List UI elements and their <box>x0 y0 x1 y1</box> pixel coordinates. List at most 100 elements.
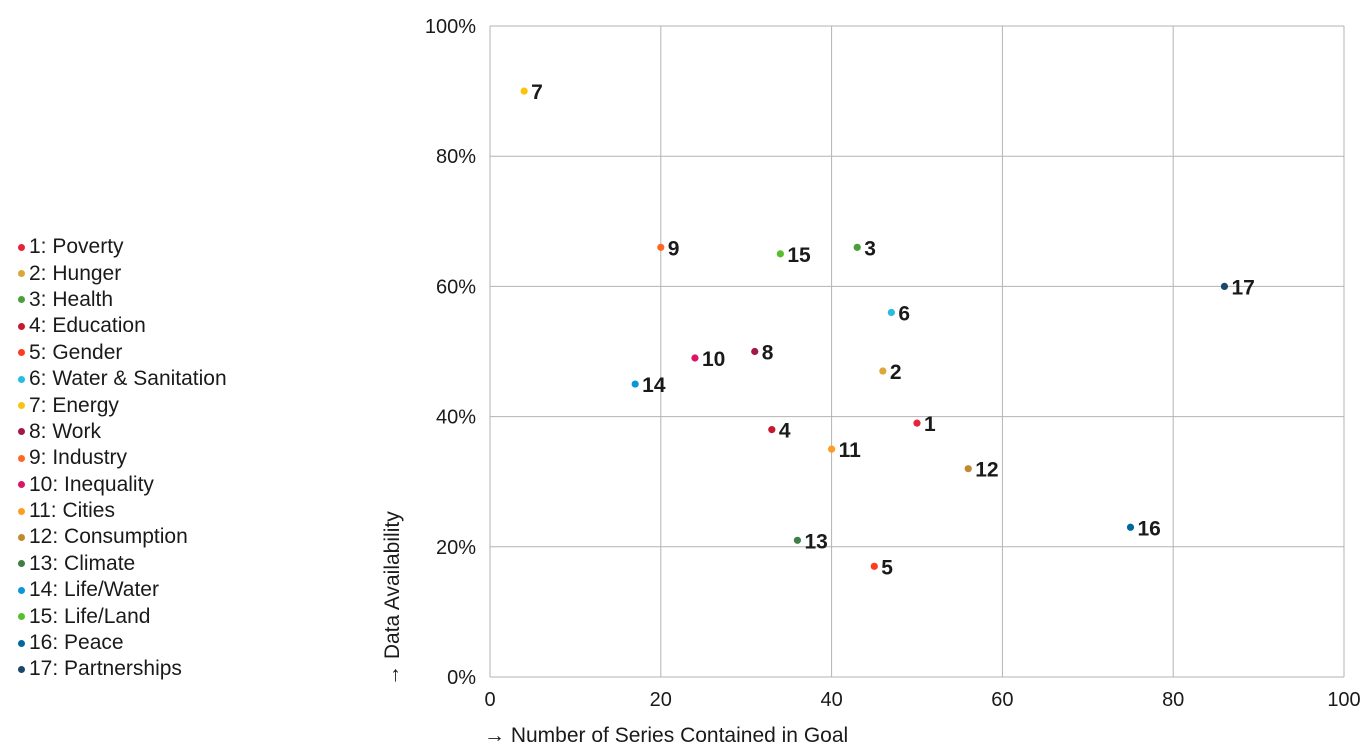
data-point-label: 16 <box>1138 517 1161 540</box>
x-tick-label: 100 <box>1327 689 1360 711</box>
legend-marker <box>18 402 25 410</box>
data-point-label: 1 <box>924 413 936 436</box>
legend-item: 5: Gender <box>18 340 227 366</box>
data-point-label: 2 <box>890 361 902 384</box>
data-point <box>828 445 836 453</box>
legend-item: 17: Partnerships <box>18 656 227 682</box>
legend-label: 2: Hunger <box>29 261 122 285</box>
x-tick-label: 60 <box>991 689 1013 711</box>
legend-marker <box>18 428 25 436</box>
legend-label: 7: Energy <box>29 393 119 417</box>
legend-label: 12: Consumption <box>29 525 188 549</box>
legend-item: 6: Water & Sanitation <box>18 366 227 392</box>
data-point <box>870 562 878 570</box>
legend-label: 4: Education <box>29 314 146 338</box>
legend-marker <box>18 533 25 541</box>
data-point <box>1126 523 1135 531</box>
data-point <box>879 367 887 375</box>
legend-marker <box>18 349 25 357</box>
legend-label: 14: Life/Water <box>29 578 159 602</box>
legend-label: 17: Partnerships <box>29 657 182 681</box>
data-point <box>913 419 921 427</box>
data-point <box>776 250 784 258</box>
legend-label: 16: Peace <box>29 631 124 655</box>
legend-marker <box>18 507 25 515</box>
axis-ticks: 0 20 40 60 80 100 0% 20% 40% 60% 80% 100% <box>425 16 1361 711</box>
data-point-label: 6 <box>898 302 910 325</box>
legend-label: 6: Water & Sanitation <box>29 367 227 391</box>
legend-item: 15: Life/Land <box>18 603 227 629</box>
legend-marker <box>18 613 25 621</box>
y-tick-label: 60% <box>436 276 476 298</box>
data-point <box>751 347 759 356</box>
data-point-label: 10 <box>702 348 725 371</box>
x-axis-label: → Number of Series Contained in Goal <box>484 724 848 747</box>
x-tick-label: 0 <box>484 689 495 711</box>
legend: 1: Poverty 2: Hunger 3: Health 4: Education… <box>18 234 227 683</box>
legend-item: 2: Hunger <box>18 260 227 286</box>
legend-item: 9: Industry <box>18 445 227 471</box>
legend-marker <box>18 296 25 304</box>
data-point <box>964 465 972 473</box>
legend-marker <box>18 454 25 462</box>
data-point-label: 3 <box>864 237 876 260</box>
legend-marker <box>18 270 25 278</box>
legend-label: 5: Gender <box>29 340 123 364</box>
data-point-label: 8 <box>762 342 774 365</box>
x-tick-label: 20 <box>650 689 672 711</box>
y-tick-label: 0% <box>447 667 476 689</box>
legend-marker <box>18 481 25 489</box>
data-point-label: 9 <box>668 237 680 260</box>
data-point-label: 15 <box>787 244 811 267</box>
x-tick-label: 40 <box>820 689 842 711</box>
legend-item: 7: Energy <box>18 392 227 418</box>
y-tick-label: 20% <box>436 537 476 559</box>
data-point <box>1220 282 1229 290</box>
data-point <box>853 243 861 251</box>
data-point <box>631 380 639 388</box>
grid <box>489 25 1345 678</box>
x-tick-label: 80 <box>1162 689 1184 711</box>
legend-marker <box>18 322 25 330</box>
legend-item: 11: Cities <box>18 498 227 524</box>
legend-marker <box>18 560 25 568</box>
data-point-label: 12 <box>975 459 998 482</box>
legend-item: 16: Peace <box>18 630 227 656</box>
data-point <box>691 354 699 362</box>
data-point-label: 17 <box>1231 276 1254 299</box>
legend-label: 9: Industry <box>29 446 128 470</box>
legend-item: 13: Climate <box>18 551 227 577</box>
y-axis-label: → Data Availability <box>381 511 404 686</box>
data-point <box>520 87 528 95</box>
legend-marker <box>18 243 25 251</box>
legend-item: 1: Poverty <box>18 234 227 260</box>
legend-marker <box>18 639 25 647</box>
legend-label: 13: Climate <box>29 551 136 575</box>
data-point <box>793 536 802 544</box>
legend-marker <box>18 586 25 594</box>
y-tick-label: 40% <box>436 407 476 429</box>
legend-item: 10: Inequality <box>18 472 227 498</box>
legend-label: 8: Work <box>29 419 101 443</box>
data-point-label: 4 <box>779 420 791 443</box>
data-point <box>768 426 776 434</box>
y-tick-label: 100% <box>425 16 476 38</box>
data-point <box>887 308 895 317</box>
legend-label: 15: Life/Land <box>29 604 151 628</box>
legend-item: 12: Consumption <box>18 524 227 550</box>
legend-label: 3: Health <box>29 287 114 311</box>
legend-item: 4: Education <box>18 313 227 339</box>
data-point-label: 5 <box>881 556 893 579</box>
data-point-label: 7 <box>531 81 543 104</box>
legend-label: 10: Inequality <box>29 472 154 496</box>
data-point-label: 14 <box>642 374 666 397</box>
data-point <box>657 243 665 251</box>
legend-item: 14: Life/Water <box>18 577 227 603</box>
legend-label: 11: Cities <box>29 499 115 523</box>
legend-label: 1: Poverty <box>29 235 124 259</box>
legend-item: 8: Work <box>18 419 227 445</box>
data-point-label: 11 <box>839 439 862 462</box>
legend-marker <box>18 375 25 383</box>
